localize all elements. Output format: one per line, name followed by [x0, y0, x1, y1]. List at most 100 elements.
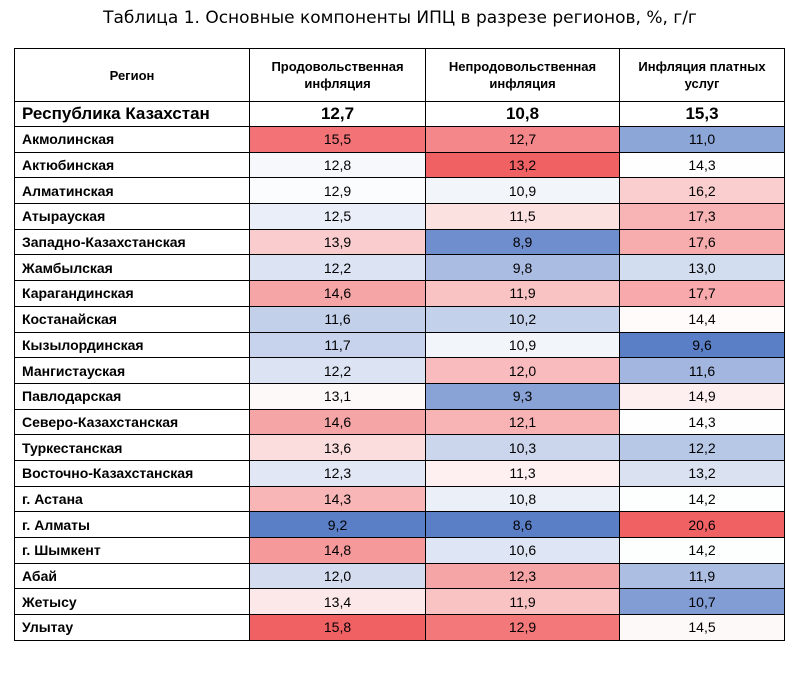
value-cell-food: 15,5	[249, 126, 426, 153]
value-cell-nonfood: 8,9	[425, 228, 620, 256]
value-cell-food: 14,3	[249, 485, 426, 513]
table-row: Жетысу 13,4 11,9 10,7	[14, 588, 785, 616]
value-cell-food: 13,9	[249, 228, 426, 256]
value-cell-services: 13,2	[619, 459, 785, 487]
region-cell: Западно-Казахстанская	[14, 228, 250, 256]
table-row: Абай 12,0 12,3 11,9	[14, 562, 785, 590]
value-cell-food: 14,6	[249, 408, 426, 436]
value-cell-services: 17,3	[619, 203, 785, 230]
total-services: 15,3	[619, 101, 785, 127]
header-row: Регион Продовольственная инфляция Непрод…	[14, 48, 785, 102]
value-cell-services: 14,3	[619, 408, 785, 436]
region-cell: Кызылординская	[14, 331, 250, 359]
value-cell-services: 14,3	[619, 151, 785, 179]
value-cell-food: 9,2	[249, 511, 426, 538]
value-cell-services: 14,9	[619, 382, 785, 410]
value-cell-services: 17,6	[619, 228, 785, 256]
value-cell-nonfood: 12,3	[425, 562, 620, 590]
value-cell-nonfood: 12,9	[425, 614, 620, 641]
table-row: Карагандинская 14,6 11,9 17,7	[14, 280, 785, 307]
table-row: Мангистауская 12,2 12,0 11,6	[14, 357, 785, 384]
value-cell-food: 14,8	[249, 537, 426, 564]
value-cell-nonfood: 12,1	[425, 408, 620, 436]
table-row: Костанайская 11,6 10,2 14,4	[14, 305, 785, 333]
value-cell-services: 20,6	[619, 511, 785, 538]
region-cell: Мангистауская	[14, 357, 250, 384]
value-cell-food: 13,4	[249, 588, 426, 616]
region-cell: Жамбылская	[14, 254, 250, 282]
value-cell-nonfood: 10,8	[425, 485, 620, 513]
value-cell-food: 12,2	[249, 357, 426, 384]
value-cell-nonfood: 9,3	[425, 382, 620, 410]
region-cell: Атырауская	[14, 203, 250, 230]
value-cell-services: 11,0	[619, 126, 785, 153]
total-nonfood: 10,8	[425, 101, 620, 127]
total-food: 12,7	[249, 101, 426, 127]
value-cell-nonfood: 11,3	[425, 459, 620, 487]
region-cell: г. Алматы	[14, 511, 250, 538]
table-row: Туркестанская 13,6 10,3 12,2	[14, 434, 785, 461]
inflation-table: Регион Продовольственная инфляция Непрод…	[14, 48, 785, 641]
region-cell: Жетысу	[14, 588, 250, 616]
value-cell-food: 13,6	[249, 434, 426, 461]
value-cell-nonfood: 10,9	[425, 331, 620, 359]
region-cell: Туркестанская	[14, 434, 250, 461]
value-cell-food: 12,3	[249, 459, 426, 487]
table-row: Алматинская 12,9 10,9 16,2	[14, 177, 785, 205]
value-cell-services: 14,4	[619, 305, 785, 333]
table-title: Таблица 1. Основные компоненты ИПЦ в раз…	[103, 8, 697, 28]
value-cell-nonfood: 12,7	[425, 126, 620, 153]
region-cell: Алматинская	[14, 177, 250, 205]
region-cell: Костанайская	[14, 305, 250, 333]
region-cell: Улытау	[14, 614, 250, 641]
table-row: Акмолинская 15,5 12,7 11,0	[14, 126, 785, 153]
value-cell-food: 14,6	[249, 280, 426, 307]
value-cell-food: 12,5	[249, 203, 426, 230]
region-cell: Восточно-Казахстанская	[14, 459, 250, 487]
region-cell: Павлодарская	[14, 382, 250, 410]
table-row: Улытау 15,8 12,9 14,5	[14, 614, 785, 641]
total-row: Республика Казахстан 12,7 10,8 15,3	[14, 101, 785, 127]
value-cell-services: 14,5	[619, 614, 785, 641]
header-region: Регион	[14, 48, 250, 102]
value-cell-services: 11,6	[619, 357, 785, 384]
table-row: Северо-Казахстанская 14,6 12,1 14,3	[14, 408, 785, 436]
value-cell-food: 12,2	[249, 254, 426, 282]
table-row: Атырауская 12,5 11,5 17,3	[14, 203, 785, 230]
region-cell: Актюбинская	[14, 151, 250, 179]
region-cell: Северо-Казахстанская	[14, 408, 250, 436]
value-cell-services: 14,2	[619, 537, 785, 564]
value-cell-nonfood: 10,3	[425, 434, 620, 461]
value-cell-nonfood: 11,5	[425, 203, 620, 230]
value-cell-nonfood: 13,2	[425, 151, 620, 179]
total-region: Республика Казахстан	[14, 101, 250, 127]
value-cell-food: 12,0	[249, 562, 426, 590]
value-cell-services: 11,9	[619, 562, 785, 590]
region-cell: г. Шымкент	[14, 537, 250, 564]
value-cell-services: 9,6	[619, 331, 785, 359]
value-cell-food: 12,9	[249, 177, 426, 205]
region-cell: Карагандинская	[14, 280, 250, 307]
value-cell-nonfood: 10,9	[425, 177, 620, 205]
value-cell-food: 12,8	[249, 151, 426, 179]
table-row: Западно-Казахстанская 13,9 8,9 17,6	[14, 228, 785, 256]
value-cell-food: 11,7	[249, 331, 426, 359]
table-row: Кызылординская 11,7 10,9 9,6	[14, 331, 785, 359]
value-cell-services: 12,2	[619, 434, 785, 461]
header-nonfood: Непродовольственная инфляция	[425, 48, 620, 102]
value-cell-services: 17,7	[619, 280, 785, 307]
table-row: Жамбылская 12,2 9,8 13,0	[14, 254, 785, 282]
value-cell-nonfood: 10,2	[425, 305, 620, 333]
value-cell-services: 13,0	[619, 254, 785, 282]
value-cell-nonfood: 11,9	[425, 280, 620, 307]
value-cell-nonfood: 12,0	[425, 357, 620, 384]
table-row: Актюбинская 12,8 13,2 14,3	[14, 151, 785, 179]
value-cell-nonfood: 8,6	[425, 511, 620, 538]
region-cell: Акмолинская	[14, 126, 250, 153]
value-cell-nonfood: 9,8	[425, 254, 620, 282]
value-cell-services: 10,7	[619, 588, 785, 616]
value-cell-food: 15,8	[249, 614, 426, 641]
value-cell-services: 16,2	[619, 177, 785, 205]
header-food: Продовольственная инфляция	[249, 48, 426, 102]
value-cell-food: 11,6	[249, 305, 426, 333]
